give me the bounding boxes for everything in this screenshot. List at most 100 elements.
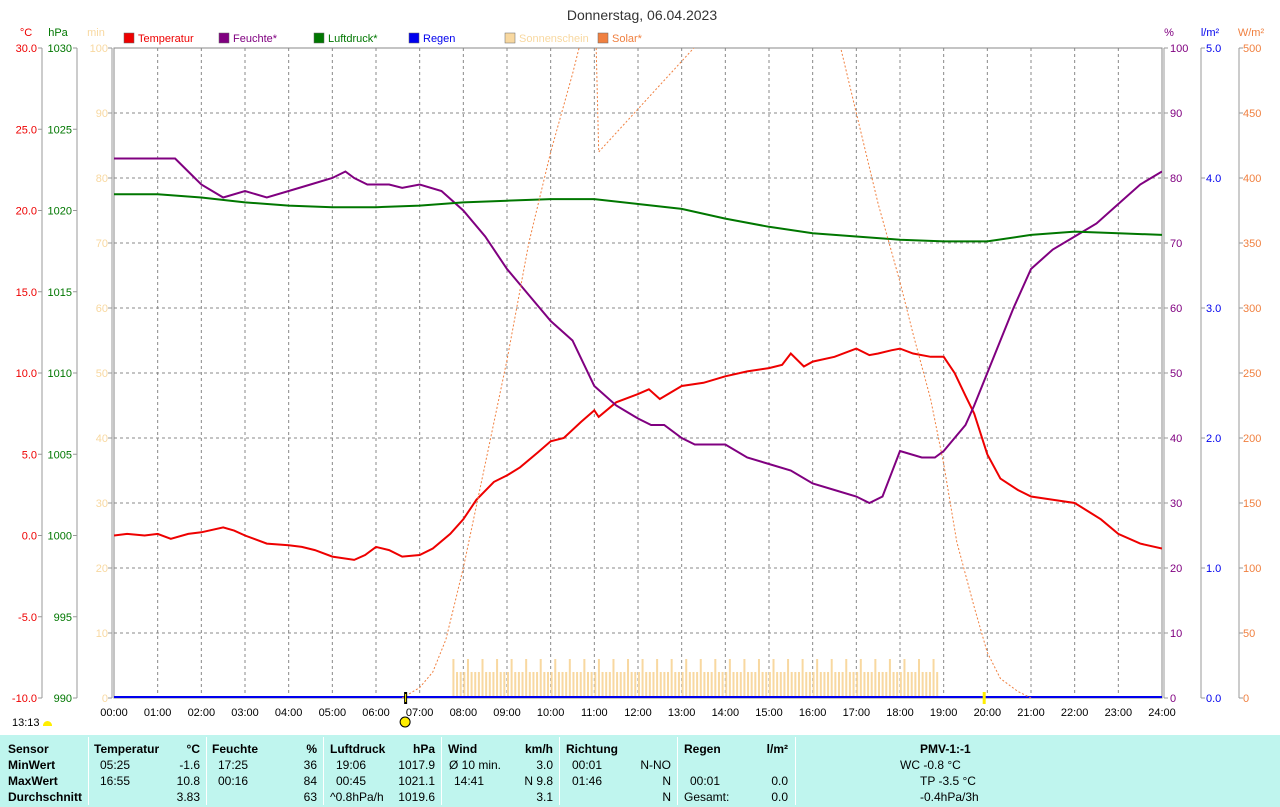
sunshine-bar xyxy=(539,659,542,698)
sunshine-bar xyxy=(805,672,808,698)
sunshine-bar xyxy=(612,659,615,698)
chart-title: Donnerstag, 06.04.2023 xyxy=(567,7,717,23)
sunshine-bar xyxy=(634,672,637,698)
sun-tick-label: 100 xyxy=(90,43,108,55)
sunshine-bar xyxy=(790,672,793,698)
x-tick-label: 01:00 xyxy=(144,707,172,719)
sunshine-bar xyxy=(470,672,473,698)
legend-label: Temperatur xyxy=(138,33,194,45)
sunshine-bar xyxy=(561,672,564,698)
sunshine-bar xyxy=(747,672,750,698)
humidity-tick-label: 40 xyxy=(1170,433,1182,445)
col-separator xyxy=(323,737,324,805)
sunshine-bar xyxy=(506,672,509,698)
sunshine-bar xyxy=(521,672,524,698)
max-druck-value: 1021.1 xyxy=(398,774,435,788)
humidity-tick-label: 50 xyxy=(1170,368,1182,380)
sunshine-bar xyxy=(910,672,913,698)
sun-tick-label: 80 xyxy=(96,173,108,185)
min-druck-time: 19:06 xyxy=(336,758,367,772)
humidity-tick-label: 30 xyxy=(1170,498,1182,510)
sunshine-bar xyxy=(517,672,520,698)
x-tick-label: 22:00 xyxy=(1061,707,1089,719)
sunshine-bar xyxy=(754,672,757,698)
sunshine-bar xyxy=(601,672,604,698)
sunshine-bar xyxy=(921,672,924,698)
min-temp-time: 05:25 xyxy=(100,758,131,772)
pressure-tick-label: 1005 xyxy=(48,449,72,461)
temp-tick-label: 10.0 xyxy=(16,368,37,380)
header-temp-unit: °C xyxy=(186,742,200,756)
legend-swatch xyxy=(504,32,516,44)
humidity-tick-label: 80 xyxy=(1170,173,1182,185)
sunshine-bar xyxy=(688,672,691,698)
sunshine-bar xyxy=(761,672,764,698)
legend-swatch xyxy=(408,32,420,44)
max-druck-time: 00:45 xyxy=(336,774,367,788)
sunshine-bar xyxy=(888,659,891,698)
sunshine-bar xyxy=(848,672,851,698)
sunshine-bar xyxy=(903,659,906,698)
sunshine-bar xyxy=(681,672,684,698)
pressure-tick-label: 990 xyxy=(54,693,72,705)
col-separator xyxy=(441,737,442,805)
sun-tick-label: 90 xyxy=(96,108,108,120)
sun-tick-label: 10 xyxy=(96,628,108,640)
sunshine-bar xyxy=(576,672,579,698)
legend-swatch xyxy=(123,32,135,44)
x-tick-label: 15:00 xyxy=(755,707,783,719)
avg-regen-label: Gesamt: xyxy=(684,790,730,804)
temp-tick-label: 0.0 xyxy=(22,531,37,543)
sun-tick-label: 60 xyxy=(96,303,108,315)
x-tick-label: 06:00 xyxy=(362,707,390,719)
series-line-feuchte xyxy=(114,157,1162,505)
legend-label: Sonnenschein xyxy=(519,33,589,45)
sunshine-bar xyxy=(725,672,728,698)
header-luftdruck-unit: hPa xyxy=(412,742,435,756)
sun-icon xyxy=(42,720,52,726)
sunshine-bar xyxy=(823,672,826,698)
avg-druck-value: 1019.6 xyxy=(398,790,435,804)
sunshine-bar xyxy=(699,659,702,698)
stats-panel: Sensor Temperatur °C Feuchte % Luftdruck… xyxy=(0,735,1280,807)
series-lines xyxy=(114,48,1162,698)
sunshine-bar xyxy=(659,672,662,698)
sunshine-bar xyxy=(852,672,855,698)
sunshine-bar xyxy=(859,659,862,698)
header-feuchte: Feuchte xyxy=(212,742,259,756)
time-badge-label: 13:13 xyxy=(12,717,40,729)
sunshine-bar xyxy=(750,672,753,698)
axis-unit-labels: °C hPa min% l/m² W/m² xyxy=(20,27,1265,39)
humidity-tick-label: 70 xyxy=(1170,238,1182,250)
sunshine-bar xyxy=(801,659,804,698)
sunshine-bar xyxy=(736,672,739,698)
sunshine-bar xyxy=(877,672,880,698)
solar-tick-label: 300 xyxy=(1243,303,1261,315)
sunshine-bar xyxy=(703,672,706,698)
sunshine-bar xyxy=(765,672,768,698)
sunshine-bar xyxy=(645,672,648,698)
sunshine-bar xyxy=(907,672,910,698)
sunshine-bar xyxy=(863,672,866,698)
sunshine-bar xyxy=(641,659,644,698)
sunshine-bar xyxy=(546,672,549,698)
sunshine-bar xyxy=(477,672,480,698)
sunshine-bar xyxy=(772,659,775,698)
row-label-avg: Durchschnitt xyxy=(8,790,83,804)
sunshine-bar xyxy=(881,672,884,698)
sunshine-bar xyxy=(488,672,491,698)
sunshine-bar xyxy=(714,659,717,698)
sunshine-bar xyxy=(572,672,575,698)
grid xyxy=(113,47,1163,699)
sunset-marker xyxy=(982,692,986,704)
humidity-tick-label: 90 xyxy=(1170,108,1182,120)
min-richtung-value: N-NO xyxy=(640,758,671,772)
legend-swatch xyxy=(313,32,325,44)
pressure-tick-label: 995 xyxy=(54,612,72,624)
pressure-unit-label: hPa xyxy=(48,27,68,39)
legend-label: Feuchte* xyxy=(233,33,278,45)
sunshine-bar xyxy=(536,672,539,698)
x-tick-label: 13:00 xyxy=(668,707,696,719)
sunshine-bar xyxy=(627,659,630,698)
sun-markers xyxy=(399,692,986,728)
